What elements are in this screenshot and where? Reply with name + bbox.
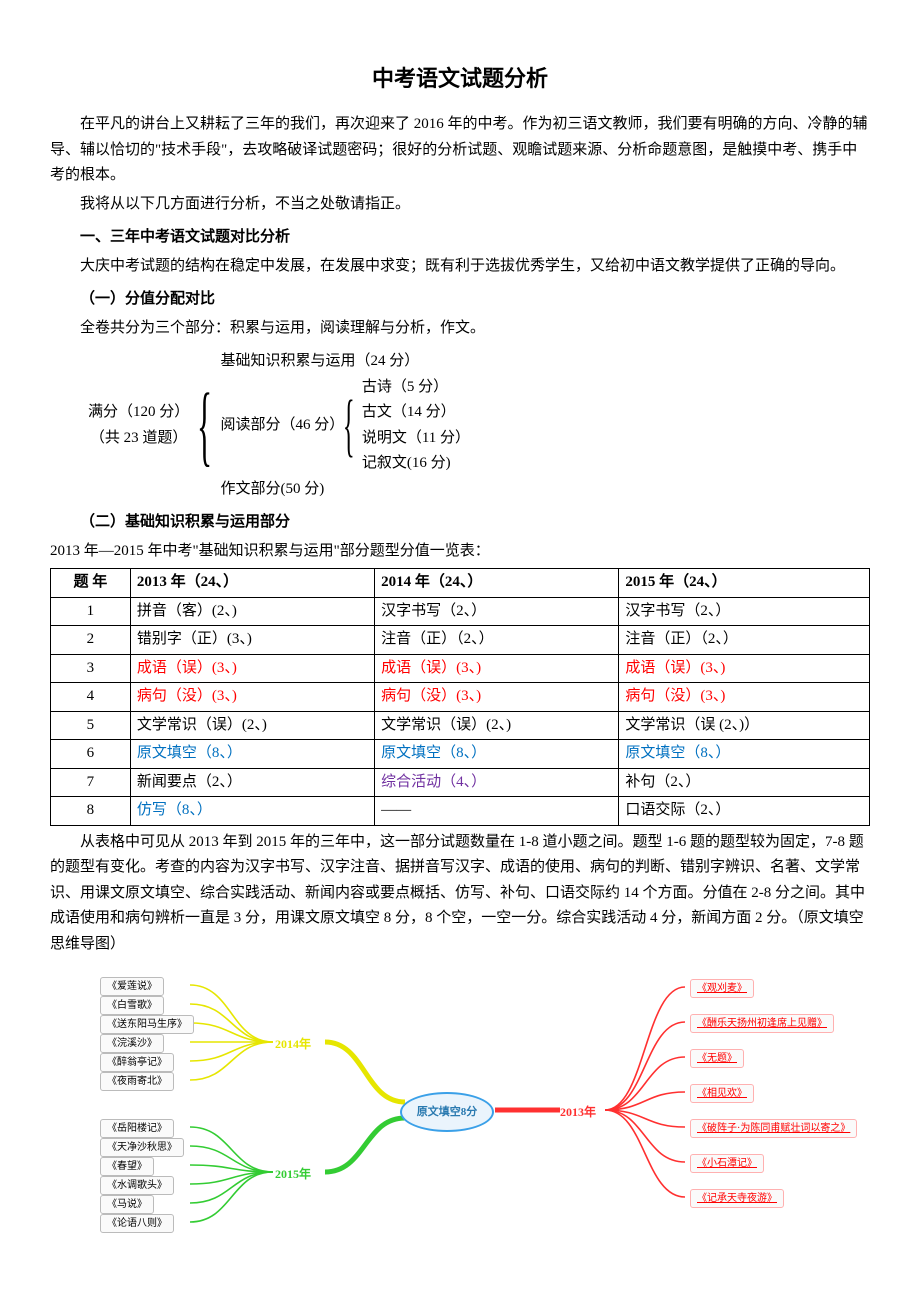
table-cell: 原文填空（8、）	[130, 740, 374, 769]
table-cell: 新闻要点（2、）	[130, 768, 374, 797]
mindmap-leaf: 《爱莲说》	[100, 977, 164, 996]
mindmap-year-2015: 2015年	[275, 1164, 311, 1184]
mindmap-leaf: 《白雪歌》	[100, 996, 164, 1015]
table-cell: 病句（没）(3、)	[130, 683, 374, 712]
table-cell: 病句（没）(3、)	[375, 683, 619, 712]
table-cell: 错别字（正）(3、)	[130, 626, 374, 655]
table-cell: 口语交际（2、）	[619, 797, 870, 826]
table-cell: 原文填空（8、）	[619, 740, 870, 769]
mindmap-leaf: 《无题》	[690, 1049, 744, 1068]
table-cell: ——	[375, 797, 619, 826]
table-row: 6原文填空（8、）原文填空（8、）原文填空（8、）	[51, 740, 870, 769]
section-1-heading: 一、三年中考语文试题对比分析	[50, 225, 870, 251]
table-row: 1拼音（客）(2、)汉字书写（2、）汉字书写（2、）	[51, 597, 870, 626]
mindmap-year-2014: 2014年	[275, 1034, 311, 1054]
table-cell: 注音（正）（2、）	[619, 626, 870, 655]
table-cell: 文学常识（误 (2、)）	[619, 711, 870, 740]
score-comparison-table: 题 年2013 年（24、）2014 年（24、）2015 年（24、） 1拼音…	[50, 568, 870, 826]
table-cell: 文学常识（误）(2、)	[130, 711, 374, 740]
table-row: 3成语（误）(3、)成语（误）(3、)成语（误）(3、)	[51, 654, 870, 683]
analysis-paragraph: 从表格中可见从 2013 年到 2015 年的三年中，这一部分试题数量在 1-8…	[50, 830, 870, 958]
reading-item-4: 记叙文(16 分)	[362, 451, 470, 477]
mindmap-leaf: 《记承天寺夜游》	[690, 1189, 784, 1208]
table-row: 8仿写（8、）——口语交际（2、）	[51, 797, 870, 826]
brace-icon: {	[343, 398, 355, 454]
intro-paragraph-1: 在平凡的讲台上又耕耘了三年的我们，再次迎来了 2016 年的中考。作为初三语文教…	[50, 112, 870, 189]
subsection-1-heading: （一）分值分配对比	[50, 287, 870, 313]
brace-icon: {	[197, 390, 212, 462]
reading-item-3: 说明文（11 分）	[362, 426, 470, 452]
part-2-label: 阅读部分（46 分）	[220, 413, 344, 439]
table-row-number: 5	[51, 711, 131, 740]
question-count-label: （共 23 道题）	[88, 426, 189, 452]
mindmap-leaf: 《小石潭记》	[690, 1154, 764, 1173]
table-row-number: 3	[51, 654, 131, 683]
table-row-number: 6	[51, 740, 131, 769]
table-row-number: 7	[51, 768, 131, 797]
table-cell: 综合活动（4、）	[375, 768, 619, 797]
score-breakdown-diagram: 满分（120 分） （共 23 道题） { 基础知识积累与运用（24 分） 阅读…	[80, 349, 870, 502]
table-cell: 原文填空（8、）	[375, 740, 619, 769]
reading-item-2: 古文（14 分）	[362, 400, 470, 426]
table-header-label: 题 年	[51, 569, 131, 598]
section-1-paragraph: 大庆中考试题的结构在稳定中发展，在发展中求变；既有利于选拔优秀学生，又给初中语文…	[50, 254, 870, 280]
table-cell: 成语（误）(3、)	[619, 654, 870, 683]
table-row-number: 2	[51, 626, 131, 655]
mindmap-leaf: 《观刈麦》	[690, 979, 754, 998]
mindmap-leaf: 《醉翁亭记》	[100, 1053, 174, 1072]
table-cell: 汉字书写（2、）	[619, 597, 870, 626]
table-cell: 仿写（8、）	[130, 797, 374, 826]
mindmap-leaf: 《论语八则》	[100, 1214, 174, 1233]
mindmap-leaf: 《岳阳楼记》	[100, 1119, 174, 1138]
intro-paragraph-2: 我将从以下几方面进行分析，不当之处敬请指正。	[50, 192, 870, 218]
reading-item-1: 古诗（5 分）	[362, 375, 470, 401]
mindmap-leaf: 《夜雨寄北》	[100, 1072, 174, 1091]
table-row-number: 1	[51, 597, 131, 626]
page-title: 中考语文试题分析	[50, 60, 870, 97]
table-header-year: 2014 年（24、）	[375, 569, 619, 598]
table-cell: 文学常识（误）(2、)	[375, 711, 619, 740]
mindmap-diagram: 原文填空8分 2014年 2015年 2013年 《爱莲说》《白雪歌》《送东阳马…	[70, 967, 850, 1247]
table-cell: 拼音（客）(2、)	[130, 597, 374, 626]
mindmap-leaf: 《相见欢》	[690, 1084, 754, 1103]
mindmap-leaf: 《马说》	[100, 1195, 154, 1214]
table-caption: 2013 年—2015 年中考"基础知识积累与运用"部分题型分值一览表：	[50, 539, 870, 565]
table-row-number: 8	[51, 797, 131, 826]
subsection-1-paragraph: 全卷共分为三个部分：积累与运用，阅读理解与分析，作文。	[50, 316, 870, 342]
table-cell: 注音（正）（2、）	[375, 626, 619, 655]
table-cell: 补句（2、）	[619, 768, 870, 797]
table-row: 2错别字（正）(3、)注音（正）（2、）注音（正）（2、）	[51, 626, 870, 655]
table-cell: 病句（没）(3、)	[619, 683, 870, 712]
part-3-label: 作文部分(50 分)	[220, 477, 478, 503]
table-row: 5文学常识（误）(2、)文学常识（误）(2、)文学常识（误 (2、)）	[51, 711, 870, 740]
mindmap-year-2013: 2013年	[560, 1102, 596, 1122]
mindmap-leaf: 《送东阳马生序》	[100, 1015, 194, 1034]
table-cell: 成语（误）(3、)	[130, 654, 374, 683]
part-1-label: 基础知识积累与运用（24 分）	[220, 349, 478, 375]
mindmap-leaf: 《浣溪沙》	[100, 1034, 164, 1053]
mindmap-leaf: 《天净沙秋思》	[100, 1138, 184, 1157]
mindmap-center-node: 原文填空8分	[400, 1092, 494, 1132]
full-score-label: 满分（120 分）	[88, 400, 189, 426]
table-header-year: 2013 年（24、）	[130, 569, 374, 598]
table-cell: 汉字书写（2、）	[375, 597, 619, 626]
table-row: 4病句（没）(3、)病句（没）(3、)病句（没）(3、)	[51, 683, 870, 712]
mindmap-leaf: 《春望》	[100, 1157, 154, 1176]
table-cell: 成语（误）(3、)	[375, 654, 619, 683]
table-row-number: 4	[51, 683, 131, 712]
table-row: 7新闻要点（2、）综合活动（4、）补句（2、）	[51, 768, 870, 797]
mindmap-leaf: 《水调歌头》	[100, 1176, 174, 1195]
mindmap-leaf: 《酬乐天扬州初逢席上见赠》	[690, 1014, 834, 1033]
mindmap-leaf: 《破阵子·为陈同甫赋壮词以寄之》	[690, 1119, 857, 1138]
table-header-year: 2015 年（24、）	[619, 569, 870, 598]
subsection-2-heading: （二）基础知识积累与运用部分	[50, 510, 870, 536]
